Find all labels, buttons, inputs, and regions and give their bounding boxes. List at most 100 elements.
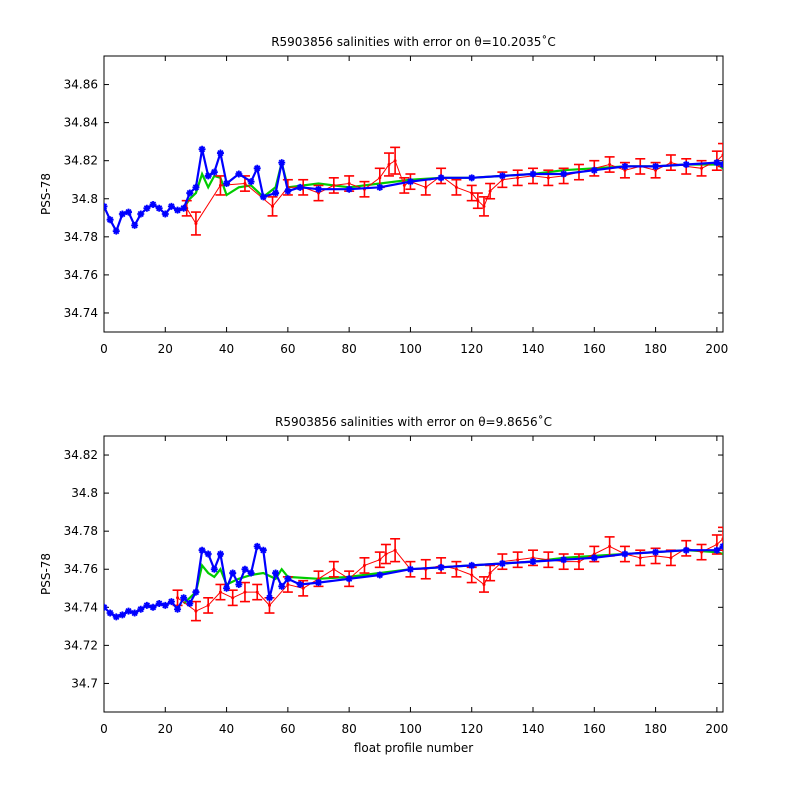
x-tick-label: 200 xyxy=(705,722,728,736)
star-marker xyxy=(376,183,384,191)
series-line xyxy=(182,162,723,209)
star-marker xyxy=(259,546,267,554)
star-marker xyxy=(155,600,163,608)
star-marker xyxy=(265,594,273,602)
star-marker xyxy=(223,584,231,592)
x-tick-label: 160 xyxy=(583,342,606,356)
star-marker xyxy=(621,162,629,170)
star-marker xyxy=(682,160,690,168)
series-1 xyxy=(104,145,723,235)
x-tick-label: 120 xyxy=(460,722,483,736)
star-marker xyxy=(652,162,660,170)
star-marker xyxy=(253,164,261,172)
star-marker xyxy=(180,594,188,602)
star-marker xyxy=(296,183,304,191)
y-tick-label: 34.8 xyxy=(71,192,98,206)
star-marker xyxy=(131,609,139,617)
star-marker xyxy=(104,603,108,611)
star-marker xyxy=(235,170,243,178)
star-marker xyxy=(106,216,114,224)
star-marker xyxy=(143,601,151,609)
x-tick-label: 120 xyxy=(460,342,483,356)
star-marker xyxy=(149,200,157,208)
star-marker xyxy=(104,202,108,210)
star-marker xyxy=(186,189,194,197)
star-marker xyxy=(345,185,353,193)
star-marker xyxy=(272,189,280,197)
series-2 xyxy=(182,162,723,209)
star-marker xyxy=(468,561,476,569)
star-marker xyxy=(235,580,243,588)
x-tick-label: 200 xyxy=(705,342,728,356)
x-tick-label: 60 xyxy=(280,342,295,356)
star-marker xyxy=(590,554,598,562)
star-marker xyxy=(161,210,169,218)
star-marker xyxy=(143,204,151,212)
x-tick-label: 20 xyxy=(158,342,173,356)
x-tick-label: 140 xyxy=(522,342,545,356)
star-marker xyxy=(560,170,568,178)
star-marker xyxy=(272,569,280,577)
star-marker xyxy=(468,174,476,182)
star-marker xyxy=(259,193,267,201)
y-axis-label: PSS-78 xyxy=(39,173,53,215)
star-marker xyxy=(167,202,175,210)
x-tick-label: 180 xyxy=(644,342,667,356)
plot-series xyxy=(104,142,723,236)
star-marker xyxy=(253,542,261,550)
star-marker xyxy=(174,605,182,613)
star-marker xyxy=(590,166,598,174)
y-tick-label: 34.8 xyxy=(71,486,98,500)
star-marker xyxy=(529,558,537,566)
star-marker xyxy=(204,172,212,180)
star-marker xyxy=(247,178,255,186)
x-tick-label: 40 xyxy=(219,342,234,356)
star-marker xyxy=(719,542,723,550)
y-tick-label: 34.74 xyxy=(64,600,98,614)
x-tick-label: 140 xyxy=(522,722,545,736)
star-marker xyxy=(713,546,721,554)
x-tick-label: 40 xyxy=(219,722,234,736)
y-tick-label: 34.7 xyxy=(71,676,98,690)
y-tick-label: 34.82 xyxy=(64,154,98,168)
chart-title: R5903856 salinities with error on θ=9.86… xyxy=(275,414,552,429)
star-marker xyxy=(204,550,212,558)
star-marker xyxy=(437,563,445,571)
star-marker xyxy=(167,598,175,606)
star-marker xyxy=(223,180,231,188)
x-tick-label: 60 xyxy=(280,722,295,736)
star-marker xyxy=(198,546,206,554)
star-marker xyxy=(210,565,218,573)
star-marker xyxy=(118,210,126,218)
x-tick-label: 160 xyxy=(583,722,606,736)
star-marker xyxy=(498,560,506,568)
star-marker xyxy=(278,159,286,167)
y-tick-label: 34.86 xyxy=(64,78,98,92)
star-marker xyxy=(652,548,660,556)
x-tick-label: 100 xyxy=(399,722,422,736)
star-marker xyxy=(210,168,218,176)
star-marker xyxy=(112,613,120,621)
star-marker xyxy=(192,183,200,191)
x-tick-label: 80 xyxy=(342,342,357,356)
star-marker xyxy=(216,149,224,157)
star-marker xyxy=(682,546,690,554)
x-axis-label: float profile number xyxy=(354,741,473,755)
chart-title: R5903856 salinities with error on θ=10.2… xyxy=(271,34,556,49)
star-marker xyxy=(161,601,169,609)
star-marker xyxy=(406,565,414,573)
star-marker xyxy=(155,204,163,212)
star-marker xyxy=(174,206,182,214)
star-marker xyxy=(106,609,114,617)
star-marker xyxy=(278,582,286,590)
star-marker xyxy=(315,185,323,193)
star-marker xyxy=(406,178,414,186)
star-marker xyxy=(125,208,133,216)
star-marker xyxy=(186,600,194,608)
star-marker xyxy=(437,174,445,182)
plot-area xyxy=(103,435,724,713)
y-tick-label: 34.74 xyxy=(64,306,98,320)
x-tick-label: 0 xyxy=(100,722,108,736)
star-marker xyxy=(376,571,384,579)
